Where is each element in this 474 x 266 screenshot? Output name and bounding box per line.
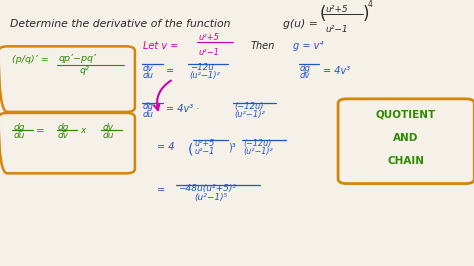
Text: (u²−1)²: (u²−1)²: [244, 147, 273, 156]
Text: −12u: −12u: [190, 63, 213, 72]
Text: u²+5: u²+5: [198, 33, 219, 42]
Text: (p/q)’ =: (p/q)’ =: [12, 55, 48, 64]
Text: u²−1: u²−1: [326, 25, 348, 34]
Text: ): ): [363, 5, 369, 23]
Text: (: (: [187, 143, 193, 157]
Text: = 4: = 4: [157, 142, 174, 152]
Text: g = v⁴: g = v⁴: [292, 41, 323, 51]
Text: QUOTIENT: QUOTIENT: [376, 110, 436, 120]
Text: =: =: [36, 126, 45, 136]
Text: dv: dv: [102, 123, 113, 132]
Text: (u²−1)²: (u²−1)²: [190, 72, 220, 80]
Text: CHAIN: CHAIN: [387, 156, 424, 166]
Text: −48u(u²+5)³: −48u(u²+5)³: [178, 184, 236, 193]
Text: du: du: [102, 131, 114, 140]
Text: AND: AND: [393, 133, 419, 143]
Text: dv: dv: [58, 131, 69, 140]
Text: du: du: [143, 110, 154, 119]
Text: Determine the derivative of the function: Determine the derivative of the function: [10, 19, 231, 29]
Text: )³: )³: [228, 143, 236, 153]
Text: (−12u): (−12u): [234, 102, 264, 111]
Text: = 4v³ ·: = 4v³ ·: [166, 104, 200, 114]
Text: dg: dg: [143, 102, 154, 111]
Text: du: du: [13, 131, 25, 140]
Text: dg: dg: [300, 64, 310, 73]
Text: (−12u): (−12u): [244, 139, 272, 148]
Text: = 4v³: = 4v³: [323, 66, 350, 76]
Text: u²−1: u²−1: [198, 48, 219, 57]
Text: x: x: [80, 126, 85, 135]
Text: dg: dg: [58, 123, 69, 132]
Text: q²: q²: [80, 66, 90, 74]
Text: dg: dg: [13, 123, 25, 132]
Text: u²−1: u²−1: [194, 147, 215, 156]
Text: Then: Then: [251, 41, 275, 51]
Text: g(u) =: g(u) =: [283, 19, 318, 29]
Text: qp’−pq’: qp’−pq’: [59, 53, 97, 63]
Text: dv: dv: [300, 72, 310, 80]
Text: 4: 4: [367, 0, 373, 9]
Text: (u²−1)²: (u²−1)²: [234, 110, 265, 119]
Text: u²+5: u²+5: [326, 5, 348, 14]
Text: du: du: [143, 72, 154, 80]
Text: dv: dv: [143, 64, 154, 73]
Text: (: (: [320, 5, 326, 23]
Text: (u²−1)⁵: (u²−1)⁵: [194, 193, 228, 202]
Text: Let v =: Let v =: [143, 41, 178, 51]
Text: =: =: [166, 66, 174, 76]
Text: =: =: [157, 185, 165, 195]
Text: u²+5: u²+5: [194, 139, 215, 148]
